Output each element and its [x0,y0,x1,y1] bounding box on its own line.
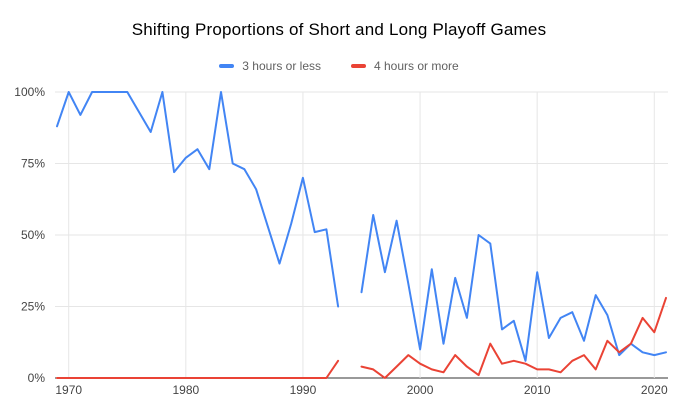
y-tick-label: 50% [21,228,45,242]
y-tick-label: 0% [28,371,46,385]
x-tick-label: 2000 [407,383,434,397]
legend-label: 4 hours or more [374,59,459,73]
series-swatch-icon [219,64,235,68]
x-tick-label: 1990 [290,383,317,397]
y-tick-label: 25% [21,300,45,314]
x-tick-label: 1970 [55,383,82,397]
series-swatch-icon [351,64,366,68]
y-tick-label: 100% [14,85,45,99]
legend-item-short-games: 3 hours or less [219,59,321,73]
y-tick-label: 75% [21,157,45,171]
series-line-4-hours-or-more [56,296,667,379]
legend-item-long-games: 4 hours or more [351,59,459,73]
x-tick-label: 2010 [524,383,551,397]
legend: 3 hours or less 4 hours or more [0,59,678,73]
x-tick-label: 2020 [641,383,668,397]
x-tick-label: 1980 [172,383,199,397]
series-line-3-hours-or-less [56,91,667,362]
legend-label: 3 hours or less [242,59,321,73]
chart-title: Shifting Proportions of Short and Long P… [131,20,547,39]
